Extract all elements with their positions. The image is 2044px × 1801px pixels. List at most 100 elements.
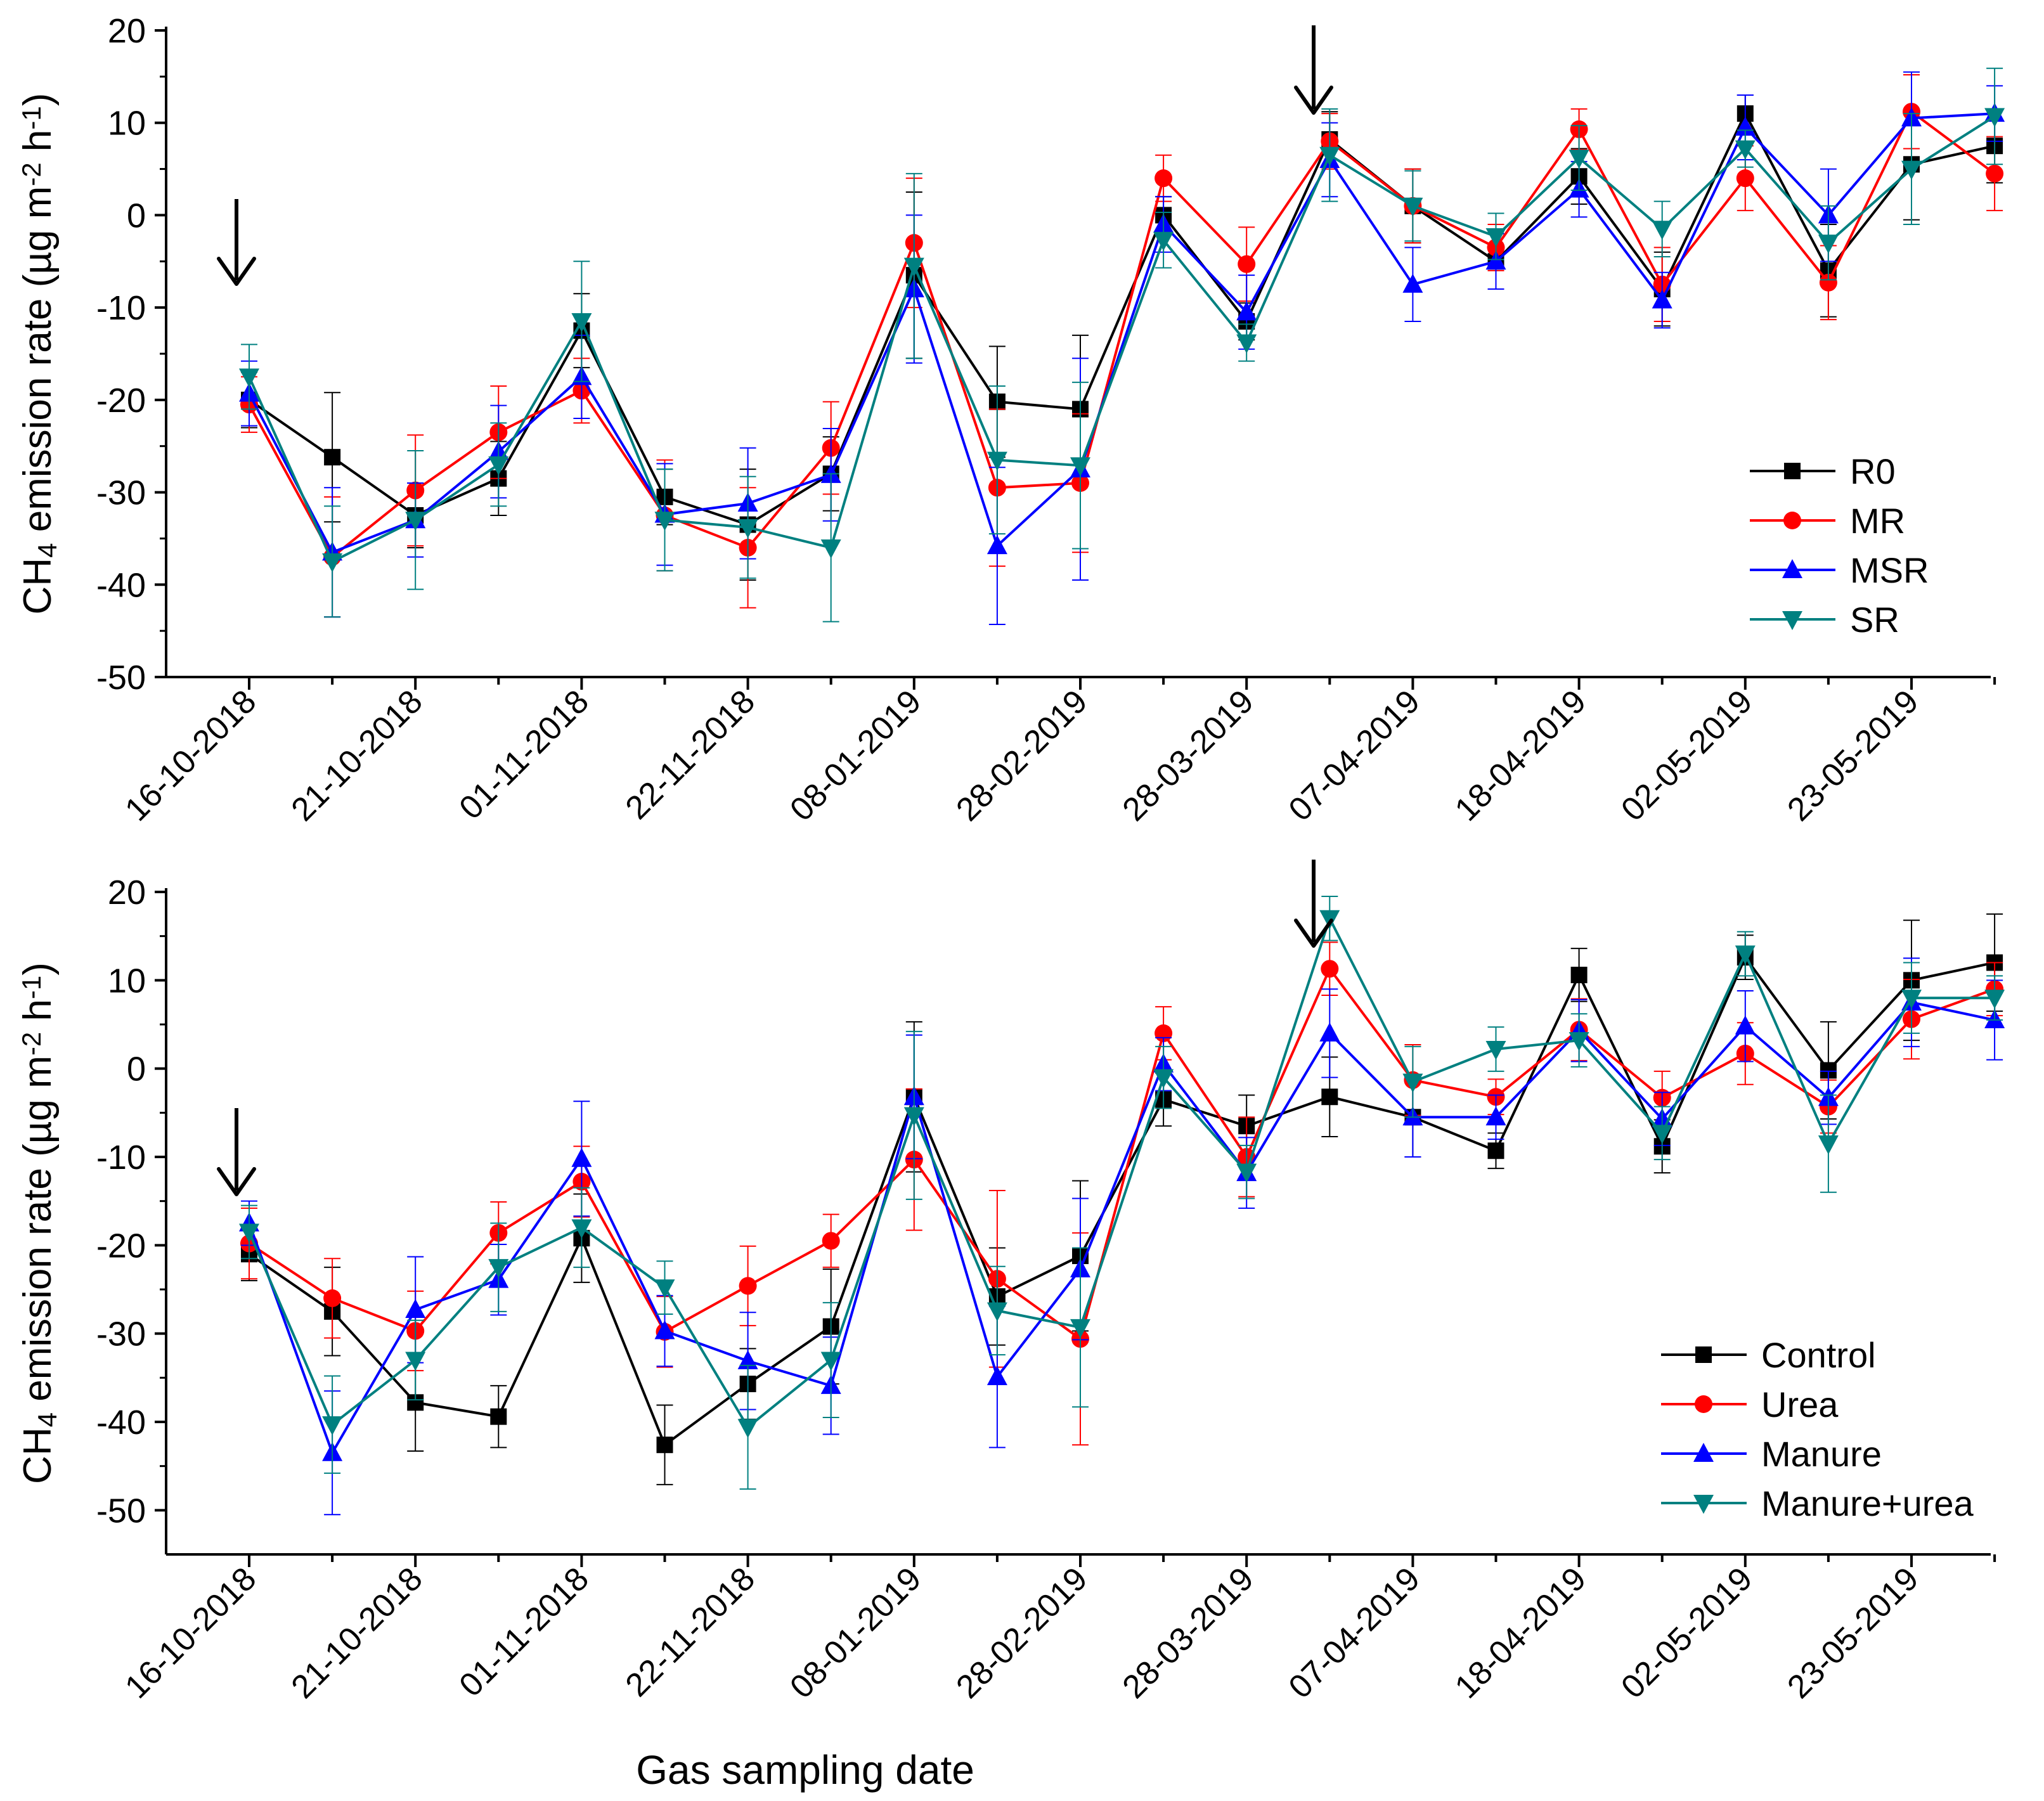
data-point <box>739 1277 757 1295</box>
y-axis-label: CH4 emission rate (µg m-2 h-1) <box>16 93 62 615</box>
legend-label: Urea <box>1761 1385 1839 1424</box>
x-tick-label: 28-03-2019 <box>1116 683 1261 828</box>
legend-label: R0 <box>1850 451 1896 491</box>
y-tick-label: -40 <box>96 1404 146 1442</box>
data-point <box>571 1219 592 1239</box>
data-point <box>1569 150 1589 169</box>
series-line <box>248 915 1995 1430</box>
data-point <box>405 512 426 531</box>
x-tick-label: 08-01-2019 <box>783 1560 928 1705</box>
legend-item-control: Control <box>1661 1335 1876 1375</box>
x-tick-label: 28-02-2019 <box>949 683 1094 828</box>
y-tick-label: -50 <box>96 659 146 697</box>
y-tick-label: -40 <box>96 566 146 604</box>
data-point <box>1485 228 1506 247</box>
x-tick-label: 02-05-2019 <box>1614 1560 1759 1705</box>
x-tick-label: 07-04-2019 <box>1282 1560 1427 1705</box>
series-line <box>248 955 1995 1447</box>
x-tick-label: 18-04-2019 <box>1448 1560 1593 1705</box>
data-point <box>1569 1032 1589 1052</box>
y-tick-label: -10 <box>96 289 146 327</box>
data-point <box>986 535 1007 555</box>
y-tick-label: -20 <box>96 382 146 420</box>
data-point <box>1818 235 1839 254</box>
x-tick-label: 21-10-2018 <box>285 1560 430 1705</box>
fertilization-arrow <box>217 1108 256 1196</box>
legend-item-msr: MSR <box>1750 550 1929 590</box>
legend-marker <box>1782 559 1802 578</box>
data-point <box>1487 1142 1504 1159</box>
arrow-head <box>217 1167 256 1196</box>
y-tick-label: -30 <box>96 1315 146 1353</box>
data-point <box>737 519 758 538</box>
legend-item-sr: SR <box>1750 600 1899 640</box>
data-point <box>1321 1088 1338 1106</box>
data-point <box>903 257 924 277</box>
data-point <box>1402 273 1423 293</box>
legend: Control Urea Manure Manure+urea <box>1661 1335 1974 1523</box>
data-point <box>1986 164 2004 183</box>
legend-marker <box>1695 1346 1712 1363</box>
y-tick-label: -30 <box>96 474 146 512</box>
legend-marker <box>1783 512 1801 529</box>
series-manure-urea <box>239 895 2005 1490</box>
series-line <box>248 966 1995 1341</box>
data-point <box>986 1302 1007 1322</box>
data-point <box>1485 1041 1506 1061</box>
x-tick-label: 01-11-2018 <box>453 683 596 826</box>
x-tick-label: 16-10-2018 <box>118 1560 263 1705</box>
data-point <box>1236 334 1257 354</box>
legend-item-urea: Urea <box>1661 1385 1839 1424</box>
data-point <box>1321 960 1339 978</box>
series-line <box>248 110 1995 526</box>
x-tick-label: 23-05-2019 <box>1780 683 1925 828</box>
legend-marker <box>1784 463 1801 479</box>
data-point <box>1818 1135 1839 1155</box>
data-point <box>1236 1163 1257 1183</box>
legend: R0 MR MSR SR <box>1750 451 1929 640</box>
data-point <box>1070 1319 1090 1338</box>
x-tick-label: 07-04-2019 <box>1282 683 1427 828</box>
legend-item-manure: Manure <box>1661 1434 1882 1474</box>
arrow-head <box>1294 919 1333 948</box>
data-point <box>820 1352 841 1371</box>
arrow-head <box>217 257 256 286</box>
legend-marker <box>1782 611 1802 630</box>
series-line <box>248 1000 1995 1456</box>
data-point <box>1735 945 1756 965</box>
data-point <box>322 1416 343 1436</box>
x-tick-label: 28-03-2019 <box>1116 1560 1261 1705</box>
data-point <box>1736 169 1754 188</box>
data-point <box>1238 255 1256 273</box>
series-sr <box>239 67 2005 623</box>
x-tick-label: 23-05-2019 <box>1780 1560 1925 1705</box>
data-point <box>820 539 841 558</box>
x-tick-label: 22-11-2018 <box>619 683 762 826</box>
data-point <box>1319 1022 1340 1042</box>
x-tick-label: 22-11-2018 <box>619 1560 762 1703</box>
series-line <box>248 110 1996 559</box>
fertilization-arrow <box>1294 860 1333 948</box>
data-point <box>239 1223 259 1243</box>
data-point <box>1153 231 1174 251</box>
y-tick-label: 0 <box>127 197 146 235</box>
data-point <box>1236 301 1257 321</box>
fertilization-arrow <box>217 199 256 286</box>
y-tick-label: 10 <box>108 962 146 1000</box>
y-tick-label: 20 <box>108 12 146 50</box>
data-point <box>239 368 259 388</box>
legend-label: Manure <box>1761 1434 1882 1474</box>
data-point <box>1319 146 1340 166</box>
legend-marker <box>1693 1443 1714 1462</box>
data-point <box>822 1232 840 1250</box>
data-point <box>737 1419 758 1438</box>
data-point <box>571 313 592 332</box>
data-point <box>1485 1106 1506 1126</box>
x-tick-label: 28-02-2019 <box>949 1560 1094 1705</box>
data-point <box>986 451 1007 471</box>
data-point <box>1570 966 1588 983</box>
legend-label: MR <box>1850 501 1905 541</box>
x-tick-label: 18-04-2019 <box>1448 683 1593 828</box>
legend-label: Manure+urea <box>1761 1483 1974 1523</box>
data-point <box>1402 197 1423 217</box>
